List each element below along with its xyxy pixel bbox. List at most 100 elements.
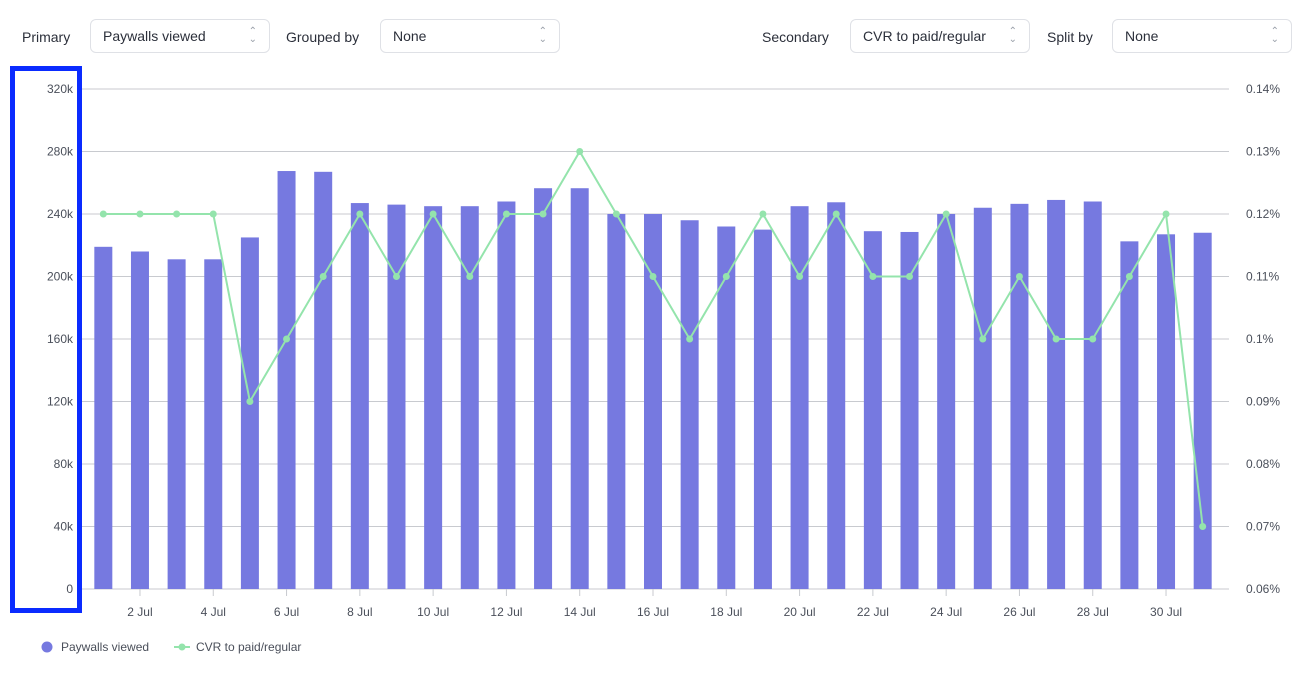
bar [350, 203, 369, 589]
bar [1193, 232, 1212, 589]
x-tick-label: 24 Jul [930, 605, 962, 619]
chevron-updown-icon: ⌃ ⌄ [1270, 26, 1279, 45]
cvr-point [356, 210, 364, 218]
bar [460, 206, 479, 589]
bar [973, 207, 992, 589]
bar [680, 220, 699, 589]
cvr-point [722, 273, 730, 280]
split-label-text: Split by [1047, 29, 1093, 45]
grouped-label-text: Grouped by [286, 29, 360, 45]
cvr-point [979, 335, 987, 343]
legend-line-dot [178, 643, 186, 651]
x-tick-label: 8 Jul [347, 605, 372, 619]
bar [1083, 201, 1102, 589]
x-tick-label: 28 Jul [1077, 605, 1109, 619]
y-left-tick-label: 0 [66, 582, 73, 596]
bar [314, 171, 333, 589]
x-tick-label: 16 Jul [637, 605, 669, 619]
secondary-select[interactable]: CVR to paid/regular ⌃ ⌄ [850, 19, 1030, 53]
y-right-tick-label: 0.11% [1246, 270, 1279, 284]
cvr-point [832, 210, 840, 218]
cvr-point [283, 335, 291, 343]
cvr-point [942, 210, 950, 218]
x-tick-label: 20 Jul [784, 605, 816, 619]
bar [204, 259, 223, 589]
y-left-tick-label: 40k [54, 520, 74, 534]
bar [277, 171, 296, 589]
bar [387, 204, 406, 589]
y-left-tick-label: 320k [47, 82, 74, 96]
y-right-tick-label: 0.1% [1246, 332, 1274, 346]
x-tick-label: 2 Jul [127, 605, 152, 619]
legend-label: CVR to paid/regular [196, 640, 301, 654]
cvr-point [209, 210, 217, 218]
cvr-point [246, 398, 254, 405]
cvr-point [1125, 273, 1133, 280]
bar [900, 231, 919, 589]
cvr-point [1089, 335, 1097, 343]
secondary-label: Secondary [762, 19, 829, 55]
bar [424, 206, 443, 589]
cvr-point [869, 273, 877, 280]
y-right-tick-label: 0.06% [1246, 582, 1280, 596]
bar [717, 226, 736, 589]
primary-label-text: Primary [22, 29, 71, 45]
bar [1120, 241, 1139, 589]
cvr-point [502, 210, 510, 218]
legend-label: Paywalls viewed [61, 640, 149, 654]
bar [497, 201, 516, 589]
cvr-point [1199, 523, 1207, 530]
cvr-point [612, 210, 620, 218]
chevron-updown-icon: ⌃ ⌄ [538, 26, 547, 45]
x-tick-label: 22 Jul [857, 605, 889, 619]
y-left-tick-label: 120k [47, 395, 74, 409]
y-left-tick-label: 200k [47, 270, 74, 284]
cvr-point [796, 273, 804, 280]
cvr-point [392, 273, 400, 280]
secondary-label-text: Secondary [762, 29, 829, 45]
chevron-updown-icon: ⌃ ⌄ [1008, 26, 1017, 45]
highlight-box [10, 66, 82, 613]
bar [240, 237, 259, 589]
split-select[interactable]: None ⌃ ⌄ [1112, 19, 1292, 53]
x-tick-label: 30 Jul [1150, 605, 1182, 619]
cvr-point [466, 273, 474, 280]
grouped-select[interactable]: None ⌃ ⌄ [380, 19, 560, 53]
bar [863, 231, 882, 589]
y-right-tick-label: 0.14% [1246, 82, 1280, 96]
grouped-value: None [393, 28, 427, 44]
y-left-tick-label: 280k [47, 145, 74, 159]
cvr-point [429, 210, 437, 218]
y-right-tick-label: 0.07% [1246, 520, 1280, 534]
cvr-point [319, 273, 327, 280]
bar [1047, 199, 1066, 589]
x-tick-label: 18 Jul [710, 605, 742, 619]
cvr-point [1015, 273, 1023, 280]
cvr-point [686, 335, 694, 343]
bar [167, 259, 186, 589]
cvr-point [1162, 210, 1170, 218]
y-right-tick-label: 0.08% [1246, 457, 1280, 471]
y-left-tick-label: 80k [54, 457, 74, 471]
cvr-point [759, 210, 767, 218]
cvr-point [539, 210, 547, 218]
bar [753, 229, 772, 589]
x-tick-label: 12 Jul [490, 605, 522, 619]
cvr-point [173, 210, 181, 218]
grouped-label: Grouped by [286, 19, 359, 55]
x-tick-label: 26 Jul [1003, 605, 1035, 619]
bar [1010, 203, 1029, 589]
bar [1157, 234, 1176, 589]
bar [130, 251, 149, 589]
primary-label: Primary [22, 19, 70, 55]
y-right-tick-label: 0.13% [1246, 145, 1280, 159]
primary-select[interactable]: Paywalls viewed ⌃ ⌄ [90, 19, 270, 53]
y-right-tick-label: 0.09% [1246, 395, 1280, 409]
secondary-value: CVR to paid/regular [863, 28, 986, 44]
cvr-point [576, 148, 584, 155]
cvr-point [649, 273, 657, 280]
cvr-point [906, 273, 914, 280]
x-tick-label: 10 Jul [417, 605, 449, 619]
cvr-point [1052, 335, 1060, 343]
